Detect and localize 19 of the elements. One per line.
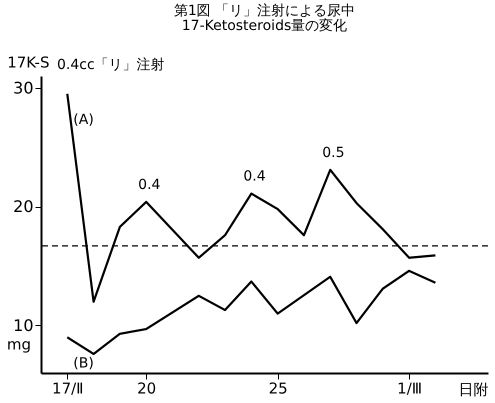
y-tick-label: 20 [13, 197, 34, 216]
x-tick-label: 20 [137, 380, 156, 398]
y-axis-title: 17K-S [7, 54, 50, 72]
x-tick-label: 17/Ⅱ [52, 380, 84, 398]
text: 0.4cc「リ」注射 [57, 57, 165, 73]
chart-title: 第1図 「リ」注射による尿中 [174, 3, 356, 19]
series-label: (B) [73, 355, 94, 372]
series-label: (A) [73, 112, 94, 128]
text: mg [6, 335, 31, 354]
y-tick-label: 10 [13, 316, 34, 335]
x-axis-title: 日附 [458, 380, 488, 398]
annotation: 0.4 [243, 168, 266, 185]
x-tick-label: 1/Ⅲ [397, 380, 422, 398]
line-series [66, 270, 437, 356]
x-tick-label: 25 [268, 380, 288, 398]
annotation: 0.4 [138, 176, 161, 193]
annotation: 0.5 [322, 144, 344, 161]
y-tick-label: 30 [13, 78, 34, 98]
chart-subtitle: 17-Ketosteroids量の変化 [182, 18, 348, 34]
